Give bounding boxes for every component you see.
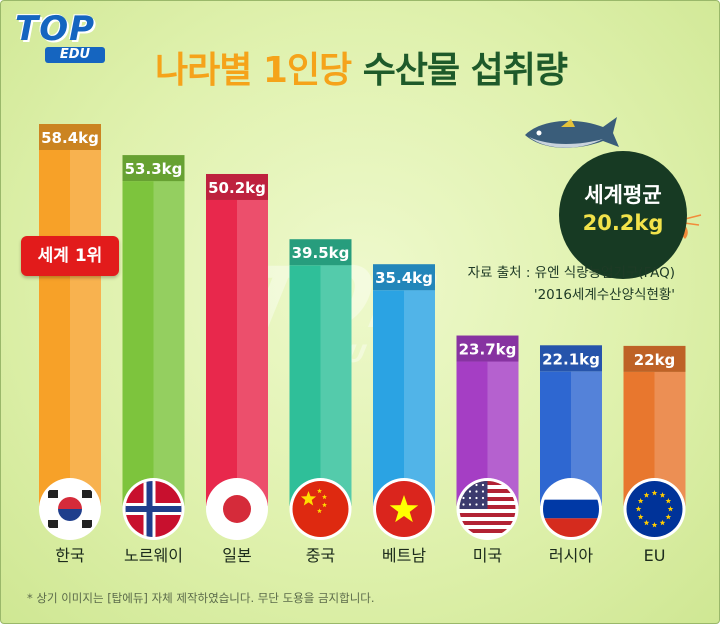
value-label: 35.4kg xyxy=(375,269,433,287)
world-average-value: 20.2kg xyxy=(582,211,664,235)
source-line1: 자료 출처 : 유엔 식량농업기구(FAQ) xyxy=(467,265,675,281)
bar-group-3: 39.5kg 중국 xyxy=(289,239,352,565)
bar-group-1: 53.3kg 노르웨이 xyxy=(122,155,185,565)
world-average-circle: 세계평균 20.2kg xyxy=(559,151,687,279)
value-label: 23.7kg xyxy=(459,341,517,359)
korea-flag-icon xyxy=(39,478,101,540)
value-label: 22.1kg xyxy=(542,350,600,368)
japan-flag-icon xyxy=(206,478,268,540)
bar-group-6: 22.1kg 러시아 xyxy=(540,345,602,565)
bar-highlight xyxy=(70,150,101,506)
bar-group-5: 23.7kg 미국 xyxy=(456,335,519,565)
bars-group: 58.4kg 한국 53.3kg 노르웨이 50.2kg 일본 39.5kg 중국 35.4kg… xyxy=(39,124,686,565)
norway-flag-icon xyxy=(122,478,185,540)
category-label: 러시아 xyxy=(549,546,593,565)
bar-highlight xyxy=(237,199,268,506)
value-label: 22kg xyxy=(634,351,676,369)
logo-top-text: TOP xyxy=(15,9,96,49)
value-label: 58.4kg xyxy=(41,129,99,147)
china-flag-icon xyxy=(289,478,352,540)
category-label: 베트남 xyxy=(382,546,426,565)
world-first-badge: 세계 1위 xyxy=(21,236,119,276)
world-average-label: 세계평균 xyxy=(584,183,662,207)
value-label: 39.5kg xyxy=(292,244,350,262)
bar-group-7: 22kg EU xyxy=(623,345,686,565)
tuna-fish-icon xyxy=(525,117,619,148)
top-edu-logo: TOP EDU xyxy=(15,9,107,65)
bar-label-box xyxy=(373,264,435,291)
category-label: 노르웨이 xyxy=(124,546,183,565)
bar-label-box xyxy=(540,345,602,372)
usa-flag-icon xyxy=(456,478,519,540)
bar-label-box xyxy=(39,124,101,150)
category-label: 한국 xyxy=(55,546,84,565)
value-label: 53.3kg xyxy=(125,160,183,178)
bar-label-box xyxy=(456,335,519,362)
category-label: EU xyxy=(644,546,666,565)
bar-group-2: 50.2kg 일본 xyxy=(206,173,268,565)
bar-group-4: 35.4kg 베트남 xyxy=(373,264,435,565)
title-part2: 수산물 섭취량 xyxy=(362,50,568,91)
category-label: 중국 xyxy=(306,546,335,565)
category-label: 일본 xyxy=(222,546,251,565)
value-label: 50.2kg xyxy=(208,179,266,197)
bar-highlight xyxy=(320,265,352,506)
bar-label-box xyxy=(623,345,686,372)
page-title: 나라별 1인당 수산물 섭취량 xyxy=(1,41,719,93)
bar-group-0: 58.4kg 한국 xyxy=(39,124,101,565)
source-note: 자료 출처 : 유엔 식량농업기구(FAQ) '2016세계수산양식현황' xyxy=(415,262,675,306)
vietnam-flag-icon xyxy=(373,478,435,540)
bar-label-box xyxy=(206,173,268,200)
bar-highlight xyxy=(404,290,435,506)
bar-label-box xyxy=(122,155,185,182)
logo-edu-text: EDU xyxy=(45,47,105,63)
eu-flag-icon xyxy=(623,478,686,540)
copyright-note: * 상기 이미지는 [탑에듀] 자체 제작하였습니다. 무단 도용을 금지합니다… xyxy=(27,591,375,605)
bar-highlight xyxy=(153,181,185,506)
category-label: 미국 xyxy=(473,546,502,565)
russia-flag-icon xyxy=(540,478,602,540)
bar-label-box xyxy=(289,239,352,266)
source-line2: '2016세계수산양식현황' xyxy=(533,287,675,303)
title-part1: 나라별 1인당 xyxy=(155,50,352,91)
